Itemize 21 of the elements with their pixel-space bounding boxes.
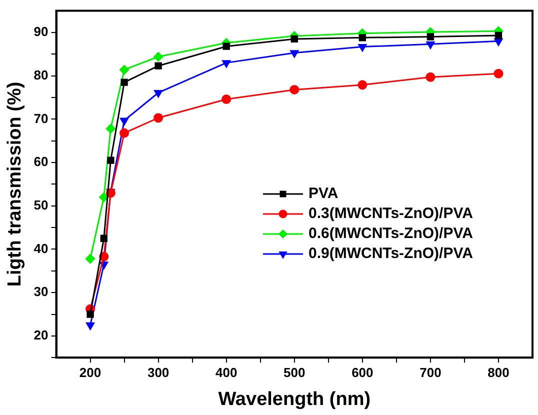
y-tick-label: 20: [34, 328, 48, 343]
x-tick-label: 400: [215, 364, 238, 380]
legend-label: 0.9(MWCNTs-ZnO)/PVA: [308, 244, 473, 264]
x-tick-label: 300: [147, 364, 170, 380]
legend-label: 0.3(MWCNTs-ZnO)/PVA: [308, 204, 473, 224]
y-axis-title: Ligth transmission (%): [4, 82, 26, 287]
y-tick-label: 40: [34, 240, 48, 256]
x-tick-label: 800: [488, 364, 510, 380]
y-tick-label: 30: [34, 284, 48, 300]
legend-label: 0.6(MWCNTs-ZnO)/PVA: [308, 224, 473, 244]
y-tick-label: 80: [34, 67, 48, 82]
x-tick-label: 200: [79, 364, 102, 380]
legend-label: PVA: [308, 184, 338, 204]
y-tick-label: 60: [34, 154, 48, 170]
y-tick-label: 70: [34, 110, 48, 126]
x-tick-label: 500: [284, 364, 306, 380]
x-tick-label: 700: [420, 364, 442, 380]
y-tick-label: 90: [34, 24, 48, 40]
x-axis-title: Wavelength (nm): [218, 388, 371, 410]
x-tick-label: 600: [352, 364, 374, 380]
y-tick-label: 50: [34, 197, 48, 212]
